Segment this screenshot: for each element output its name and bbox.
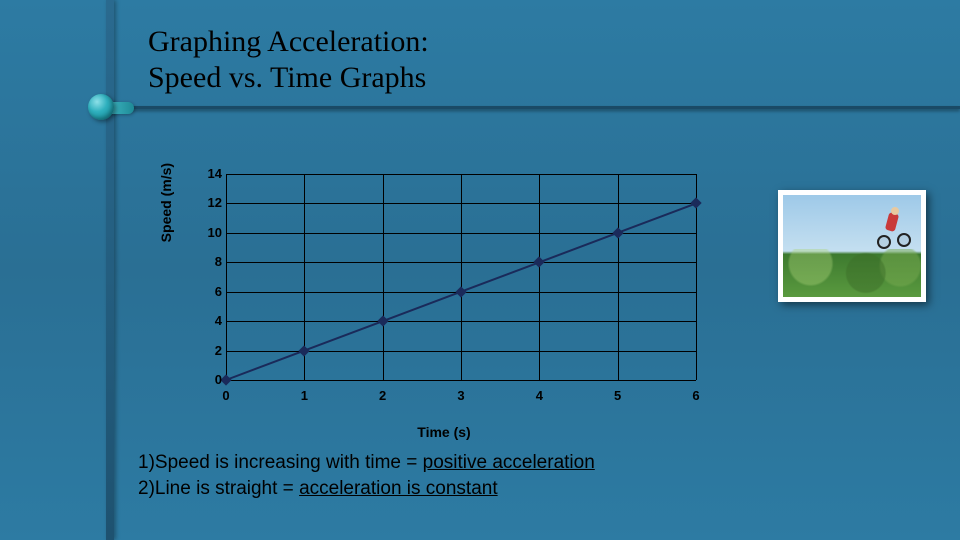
gridline-v bbox=[618, 174, 619, 380]
gridline-h bbox=[226, 380, 696, 381]
x-tick-label: 2 bbox=[379, 388, 386, 403]
gridline-v bbox=[461, 174, 462, 380]
photo-cyclist bbox=[783, 195, 921, 297]
title-line-2: Speed vs. Time Graphs bbox=[148, 60, 429, 96]
conclusion-1-text: 1)Speed is increasing with time = bbox=[138, 452, 423, 473]
chart-y-axis-label: Speed (m/s) bbox=[158, 163, 174, 242]
x-tick-label: 5 bbox=[614, 388, 621, 403]
x-tick-label: 0 bbox=[222, 388, 229, 403]
y-tick-label: 2 bbox=[196, 343, 222, 358]
conclusion-2-underlined: acceleration is constant bbox=[299, 478, 498, 499]
gridline-v bbox=[539, 174, 540, 380]
conclusion-2-text: 2)Line is straight = bbox=[138, 478, 299, 499]
y-tick-label: 12 bbox=[196, 195, 222, 210]
y-tick-label: 4 bbox=[196, 313, 222, 328]
y-tick-label: 6 bbox=[196, 284, 222, 299]
x-tick-label: 4 bbox=[536, 388, 543, 403]
gridline-v bbox=[226, 174, 227, 380]
y-tick-label: 8 bbox=[196, 254, 222, 269]
conclusion-2: 2)Line is straight = acceleration is con… bbox=[138, 476, 595, 502]
title-line-1: Graphing Acceleration: bbox=[148, 24, 429, 60]
chart-plot-area bbox=[226, 174, 696, 380]
y-tick-label: 14 bbox=[196, 166, 222, 181]
conclusion-1-underlined: positive acceleration bbox=[423, 452, 595, 473]
title-underline bbox=[114, 106, 960, 109]
x-tick-label: 6 bbox=[692, 388, 699, 403]
x-tick-label: 1 bbox=[301, 388, 308, 403]
chart-x-axis-label: Time (s) bbox=[168, 424, 720, 440]
bullet-decoration-icon bbox=[88, 94, 136, 122]
speed-time-chart: Speed (m/s) Time (s) 024681012140123456 bbox=[168, 162, 720, 434]
side-accent-bar bbox=[106, 0, 114, 540]
y-tick-label: 10 bbox=[196, 225, 222, 240]
slide-title: Graphing Acceleration: Speed vs. Time Gr… bbox=[148, 24, 429, 96]
x-tick-label: 3 bbox=[457, 388, 464, 403]
y-tick-label: 0 bbox=[196, 372, 222, 387]
conclusion-1: 1)Speed is increasing with time = positi… bbox=[138, 450, 595, 476]
gridline-v bbox=[383, 174, 384, 380]
photo-frame bbox=[778, 190, 926, 302]
conclusions-block: 1)Speed is increasing with time = positi… bbox=[138, 450, 595, 501]
